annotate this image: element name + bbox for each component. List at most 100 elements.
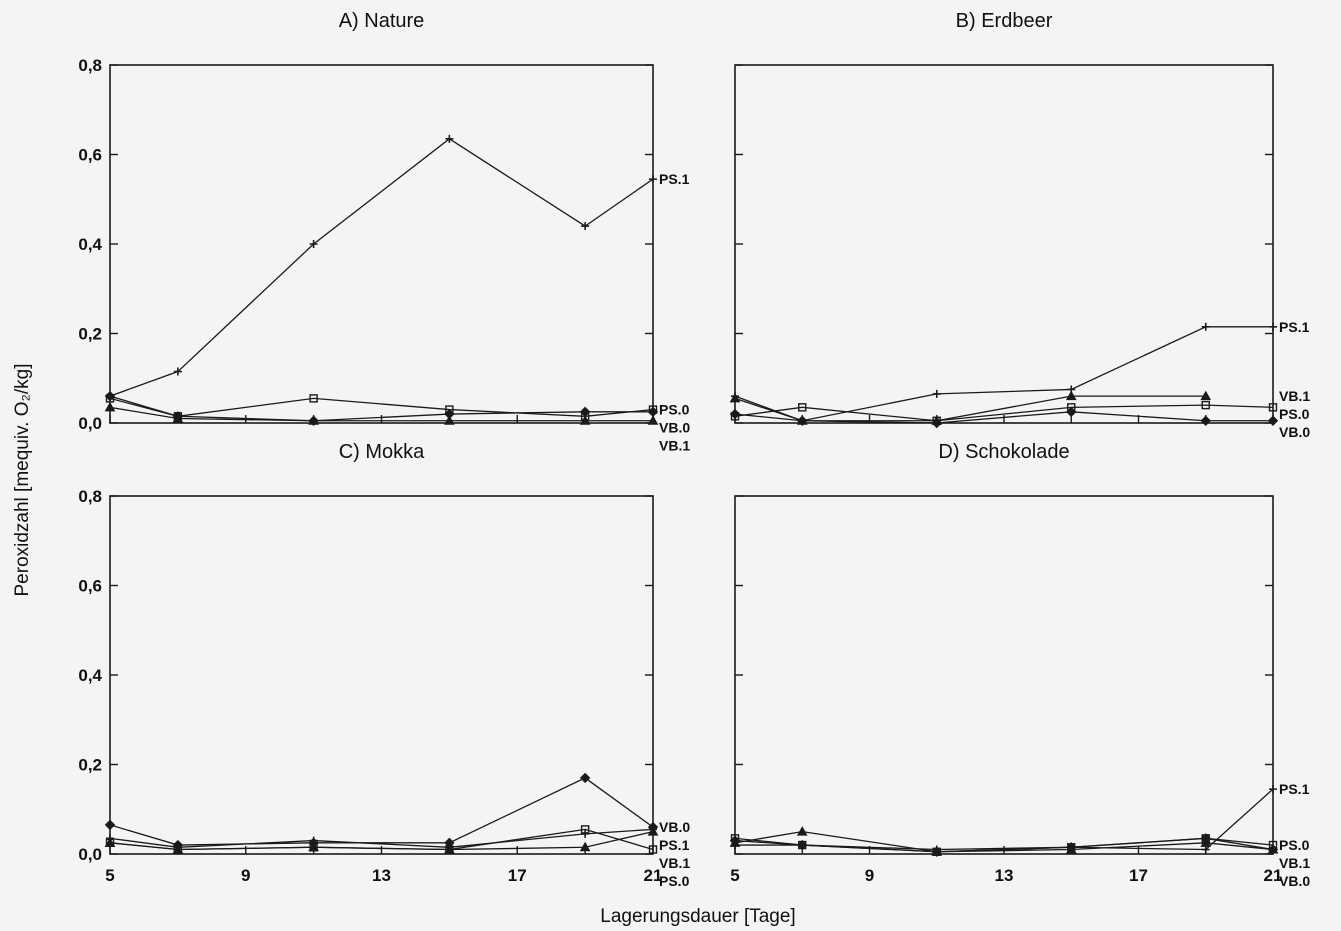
x-tick-label: 5 xyxy=(105,866,114,885)
series-line-vb-0 xyxy=(109,395,653,422)
y-tick-label: 0,2 xyxy=(78,756,102,775)
data-point xyxy=(796,826,808,836)
data-point xyxy=(1200,833,1211,844)
y-tick-label: 0,0 xyxy=(78,845,102,864)
series-line-vb-0 xyxy=(734,837,1274,853)
data-point xyxy=(729,835,741,846)
plot-frame xyxy=(734,64,1274,424)
data-point xyxy=(581,829,590,838)
series-line-ps-0 xyxy=(734,404,1274,422)
chart-panel-3: C) Mokka 0,0 0,2 0,4 0,6 0,8 5 9 13 17 21 VB.0 PS.1 V… xyxy=(78,441,690,889)
data-point xyxy=(1267,844,1279,855)
series-label: VB.0 xyxy=(659,420,690,436)
data-point xyxy=(647,826,659,836)
data-point xyxy=(1200,390,1212,401)
y-tick-label: 0,2 xyxy=(78,325,102,344)
y-tick-label: 0,4 xyxy=(78,235,102,254)
plot-frame xyxy=(734,495,1274,855)
data-point xyxy=(309,240,318,248)
series-label: PS.0 xyxy=(1279,406,1310,422)
series-line-ps-0 xyxy=(109,397,654,417)
series-line-vb-0 xyxy=(734,411,1273,424)
x-tick-label: 9 xyxy=(241,866,250,885)
series-label: PS.0 xyxy=(659,873,690,889)
series-label: VB.0 xyxy=(1279,873,1310,889)
plot-frame xyxy=(109,495,654,855)
data-point xyxy=(172,413,184,423)
data-point xyxy=(445,134,454,143)
series-label: VB.1 xyxy=(1279,388,1310,404)
data-point xyxy=(1066,842,1077,853)
panel-title: B) Erdbeer xyxy=(956,10,1053,32)
series-label: VB.1 xyxy=(659,855,690,871)
series-label: PS.1 xyxy=(1279,781,1310,797)
data-point xyxy=(309,394,318,403)
data-point xyxy=(445,845,454,854)
data-point xyxy=(797,839,808,851)
data-point xyxy=(579,772,591,784)
data-point xyxy=(931,846,942,857)
chart-panel-4: D) Schokolade 5 9 13 17 21 PS.1 PS.0 VB.1 VB.0 xyxy=(729,441,1310,889)
data-point xyxy=(580,825,590,834)
series-line-vb-1 xyxy=(734,830,1274,853)
data-point xyxy=(798,403,807,412)
data-point xyxy=(649,175,657,184)
series-label: VB.0 xyxy=(659,819,690,835)
data-point xyxy=(579,415,591,425)
chart-panel-2: B) Erdbeer PS.1 VB.1 PS.0 VB.0 xyxy=(729,10,1310,440)
x-axis-label: Lagerungsdauer [Tage] xyxy=(600,906,795,927)
data-point xyxy=(729,408,741,420)
data-point xyxy=(1201,400,1210,410)
x-tick-label: 13 xyxy=(372,866,391,885)
panel-title: D) Schokolade xyxy=(938,441,1069,463)
data-point xyxy=(444,415,455,425)
series-label: VB.1 xyxy=(1279,855,1310,871)
series-line-ps-1 xyxy=(734,326,1273,422)
data-point xyxy=(932,389,941,398)
series-label: PS.1 xyxy=(1279,319,1310,335)
data-point xyxy=(1201,322,1210,331)
data-point xyxy=(173,367,182,376)
y-tick-label: 0,6 xyxy=(78,146,102,165)
data-point xyxy=(104,390,116,402)
x-tick-label: 13 xyxy=(995,866,1014,885)
y-tick-label: 0,8 xyxy=(78,56,102,75)
plot-frame xyxy=(109,64,654,424)
data-point xyxy=(105,838,115,848)
series-line-ps-0 xyxy=(109,828,654,851)
series-label: PS.0 xyxy=(659,402,690,418)
x-tick-label: 17 xyxy=(508,866,527,885)
x-tick-label: 5 xyxy=(730,866,739,885)
series-label: PS.0 xyxy=(1279,837,1310,853)
series-line-ps-1 xyxy=(109,138,654,397)
series-line-ps-1 xyxy=(735,788,1274,851)
data-point xyxy=(729,392,741,403)
series-label: PS.1 xyxy=(659,837,690,853)
data-point xyxy=(173,845,183,854)
data-point xyxy=(1269,322,1277,331)
data-point xyxy=(1066,406,1077,418)
data-point xyxy=(647,415,659,425)
data-point xyxy=(1268,403,1278,412)
y-tick-label: 0,6 xyxy=(78,577,102,596)
data-point xyxy=(309,843,318,852)
y-axis-label: Peroxidzahl [mequiv. O₂/kg] xyxy=(12,363,33,596)
panel-title: C) Mokka xyxy=(339,441,425,463)
data-point xyxy=(581,222,590,231)
data-point xyxy=(648,845,658,854)
data-point xyxy=(1267,415,1279,426)
chart-panels: A) Nature 0,0 0,2 0,4 0,6 0,8 PS.1 PS.0 VB.0 VB.1… xyxy=(78,10,1310,889)
series-label: VB.1 xyxy=(659,438,690,454)
y-tick-label: 0,0 xyxy=(78,414,102,433)
data-point xyxy=(1201,845,1210,854)
chart-panel-1: A) Nature 0,0 0,2 0,4 0,6 0,8 PS.1 PS.0 VB.0 VB.1 xyxy=(78,10,690,454)
data-point xyxy=(1269,785,1277,794)
data-point xyxy=(1065,390,1077,401)
x-tick-label: 17 xyxy=(1129,866,1148,885)
x-tick-label: 9 xyxy=(865,866,874,885)
series-label: VB.0 xyxy=(1279,424,1310,440)
data-point xyxy=(797,415,808,426)
data-point xyxy=(104,401,116,412)
data-point xyxy=(1200,415,1211,426)
